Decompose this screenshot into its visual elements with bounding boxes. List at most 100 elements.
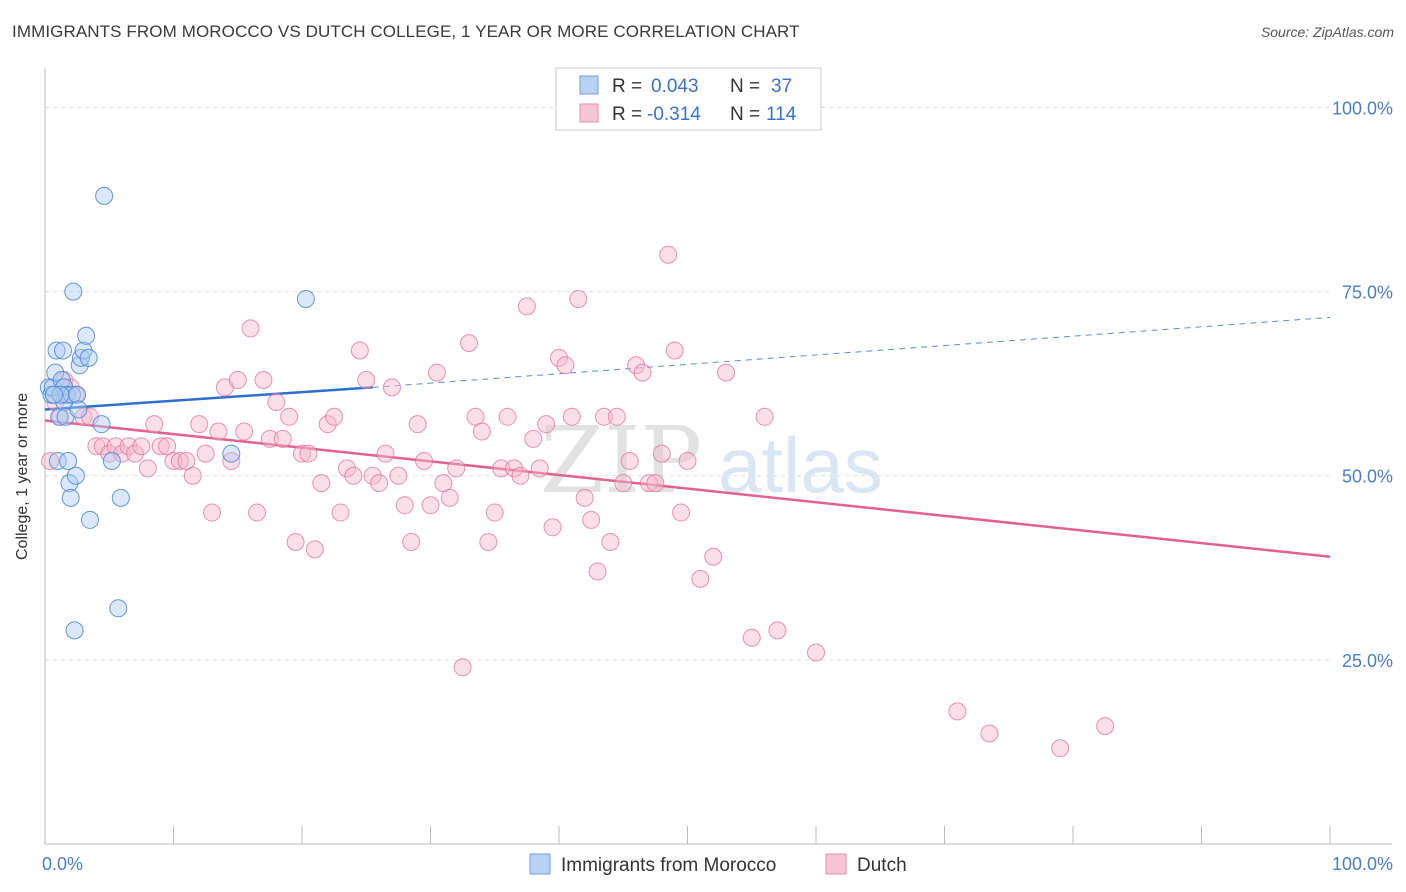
dutch-point: [582, 510, 601, 529]
dutch-point: [717, 363, 736, 382]
dutch-point: [633, 363, 652, 382]
dutch-point: [125, 444, 144, 463]
morocco-point: [66, 466, 85, 485]
dutch-point: [293, 444, 311, 463]
dutch-point: [344, 466, 363, 485]
legend-box: R = 0.043 N = 37 R = -0.314 N = 114: [555, 67, 822, 131]
dutch-point: [665, 341, 684, 360]
morocco-point: [59, 452, 78, 470]
dutch-point: [639, 474, 658, 493]
bottom-legend-morocco: Immigrants from Morocco: [561, 855, 776, 876]
dutch-point: [100, 444, 119, 463]
dutch-point: [421, 496, 440, 515]
dutch-point: [588, 562, 607, 581]
dutch-point: [948, 702, 967, 721]
morocco-point: [61, 488, 80, 507]
dutch-point: [550, 348, 568, 367]
dutch-point: [273, 429, 292, 448]
dutch-point: [594, 407, 613, 426]
dutch-point: [337, 459, 356, 478]
dutch-point: [119, 437, 138, 456]
morocco-point: [46, 363, 65, 382]
tick-labels: 25.0% 50.0% 75.0% 100.0% 0.0% 100.0%: [42, 98, 1393, 874]
dutch-point: [492, 459, 511, 478]
dutch-point: [569, 289, 588, 308]
morocco-point: [70, 356, 89, 375]
morocco-point: [92, 415, 111, 434]
dutch-point: [235, 422, 254, 441]
dutch-point: [742, 628, 761, 647]
dutch-point: [93, 437, 112, 456]
dutch-point: [485, 503, 504, 522]
dutch-point: [807, 643, 825, 662]
morocco-point: [69, 400, 88, 419]
dutch-point: [620, 452, 639, 470]
legend-r-label-1: R =: [612, 76, 642, 97]
dutch-point: [80, 407, 99, 426]
dutch-point: [151, 437, 170, 456]
dutch-point: [241, 319, 260, 338]
axes: [44, 68, 1392, 845]
dutch-point: [659, 245, 678, 264]
dutch-point: [704, 547, 723, 566]
dutch-point: [627, 356, 646, 375]
dutch-point: [755, 407, 774, 426]
dutch-point: [209, 422, 228, 441]
dutch-point: [299, 444, 318, 463]
dutch-point: [305, 540, 324, 559]
dutch-point: [678, 452, 697, 470]
dutch-point: [222, 452, 241, 470]
dutch-point: [41, 452, 60, 470]
dutch-point: [472, 422, 491, 441]
legend-r-value-2: -0.314: [647, 104, 701, 125]
dutch-point: [505, 459, 524, 478]
dutch-point: [479, 533, 498, 552]
dutch-point: [524, 429, 543, 448]
dutch-point: [145, 415, 164, 434]
dutch-point: [453, 658, 472, 677]
morocco-point: [296, 289, 315, 308]
dutch-point: [556, 356, 575, 375]
trend-lines: [44, 316, 1331, 558]
dutch-point: [331, 503, 350, 522]
dutch-point: [376, 444, 395, 463]
morocco-point: [57, 385, 76, 404]
dutch-point: [382, 378, 401, 397]
bottom-legend-dutch: Dutch: [857, 855, 907, 876]
morocco-point: [64, 282, 83, 301]
morocco-trendline: [44, 386, 373, 411]
watermark-atlas: atlas: [718, 421, 883, 509]
dutch-point: [768, 621, 787, 640]
morocco-point: [222, 444, 241, 463]
dutch-point: [363, 466, 382, 485]
morocco-point: [109, 599, 128, 618]
dutch-point: [350, 341, 369, 360]
dutch-point: [440, 488, 459, 507]
y-tick-label: 25.0%: [1342, 651, 1393, 671]
dutch-point: [1096, 717, 1115, 736]
legend-r-value-1: 0.043: [651, 76, 699, 97]
dutch-point: [652, 444, 671, 463]
dutch-point: [280, 407, 299, 426]
dutch-point: [267, 393, 286, 412]
dutch-point: [260, 429, 279, 448]
dutch-point: [402, 533, 421, 552]
dutch-point: [427, 363, 446, 382]
morocco-point: [80, 510, 99, 529]
dutch-point: [357, 370, 376, 389]
legend-n-label-2: N =: [730, 104, 760, 125]
morocco-point: [95, 186, 114, 205]
dutch-point: [408, 415, 427, 434]
legend-swatch-morocco: [579, 75, 599, 95]
dutch-point: [646, 474, 665, 493]
dutch-point: [132, 437, 151, 456]
data-points: [39, 186, 1115, 758]
dutch-point: [601, 533, 620, 552]
dutch-point: [190, 415, 209, 434]
morocco-point: [79, 348, 98, 367]
legend-n-value-2: 114: [766, 104, 797, 125]
dutch-point: [672, 503, 691, 522]
dutch-point: [691, 569, 710, 588]
dutch-point: [138, 459, 157, 478]
